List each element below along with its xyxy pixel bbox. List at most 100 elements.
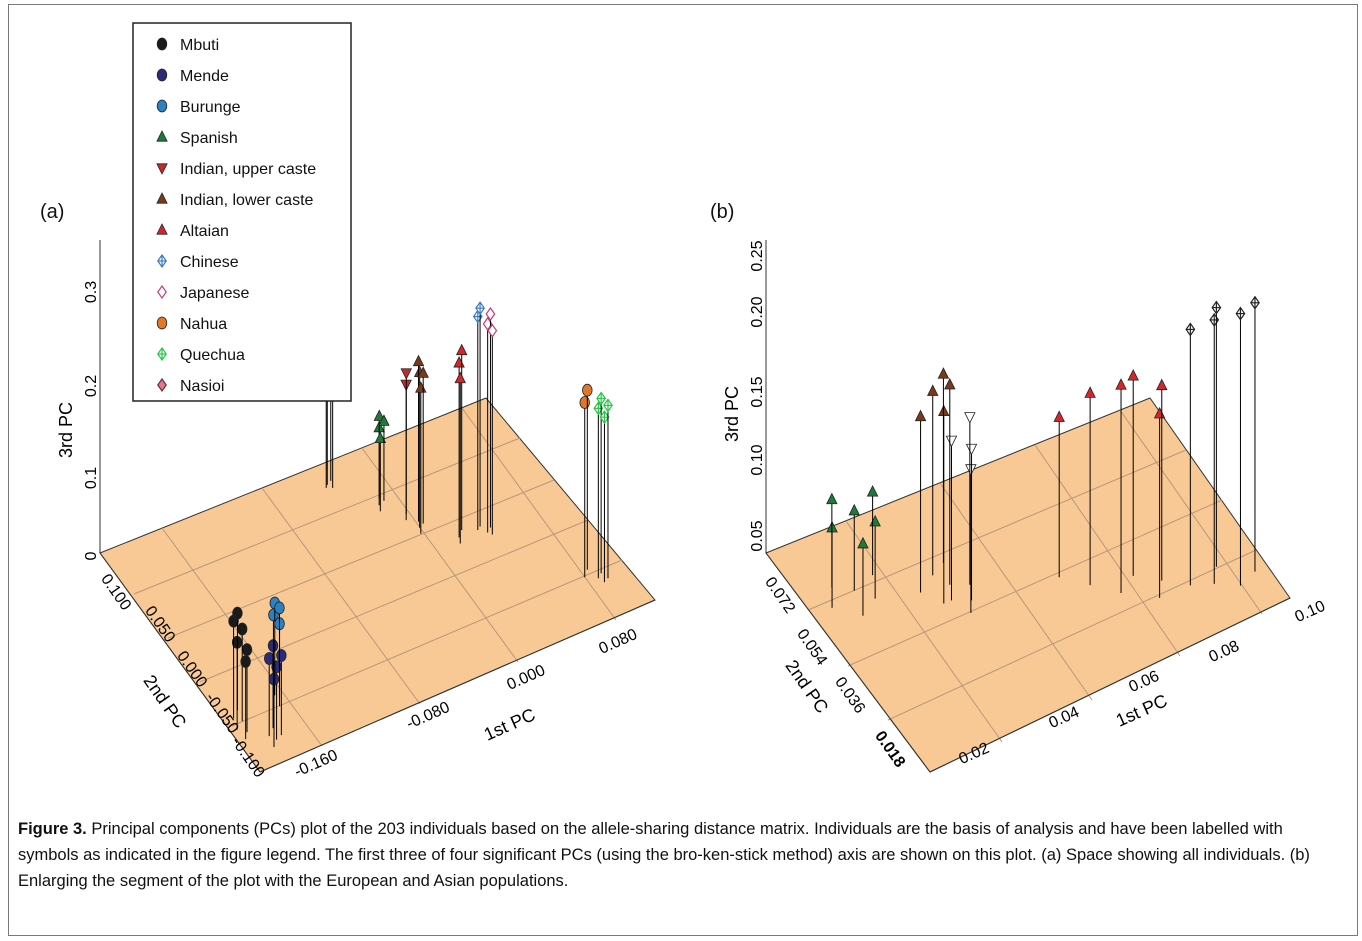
- point-1-1-2: [965, 443, 978, 456]
- legend-label-burunge: Burunge: [180, 99, 241, 116]
- panel-b-xlabel: 1st PC: [1113, 690, 1170, 730]
- legend-label-altaian: Altaian: [180, 223, 229, 240]
- legend-label-mende: Mende: [180, 68, 229, 85]
- point-0-3-3: [378, 414, 390, 426]
- panel-a-xtick-3: 0.080: [596, 626, 640, 658]
- point-1-3-5: [1053, 410, 1065, 422]
- panel-b-label: (b): [710, 201, 734, 223]
- panel-a-label: (a): [40, 201, 64, 223]
- panel-b-ztick-2: 0.15: [749, 376, 766, 407]
- panel-b-x-axis: [929, 597, 1291, 773]
- point-0-8-2: [487, 323, 498, 338]
- point-1-2-3: [944, 377, 956, 390]
- panel-b-ylabel: 2nd PC: [782, 656, 833, 717]
- point-1-3-4: [1156, 378, 1168, 391]
- point-1-2-4: [937, 367, 950, 379]
- panel-a-xlabel: 1st PC: [481, 704, 538, 744]
- point-1-2-2: [926, 384, 939, 396]
- legend-label-indian-upper-caste: Indian, upper caste: [180, 161, 316, 178]
- point-0-9-0: [579, 396, 590, 409]
- point-1-1-1: [965, 464, 977, 476]
- point-0-4-1: [400, 368, 413, 380]
- point-1-4-4: [1250, 295, 1260, 310]
- panel-b-ztick-3: 0.20: [749, 296, 766, 327]
- panel-a-ztick-1: 0.1: [83, 467, 100, 489]
- point-1-0-2: [857, 536, 869, 549]
- legend-marker-nasioi: [157, 377, 167, 393]
- legend-label-spanish: Spanish: [180, 130, 238, 147]
- point-0-7-1: [475, 301, 486, 316]
- panel-b: (b) 0.05 0.10 0.15 0.20 0.25 3rd PC 0.07…: [710, 201, 1328, 773]
- legend-box: [132, 22, 352, 402]
- figure-caption: Figure 3. Principal components (PCs) plo…: [18, 816, 1338, 894]
- legend-marker-indian-upper-caste: [156, 163, 168, 175]
- legend-marker-japanese: [157, 284, 167, 300]
- point-0-8-1: [485, 306, 496, 322]
- point-1-3-1: [1115, 378, 1127, 390]
- legend-marker-mbuti: [156, 37, 168, 51]
- panel-b-xtick-4: 0.10: [1292, 598, 1327, 626]
- point-0-6-2: [454, 371, 467, 384]
- point-0-5-1: [412, 354, 425, 367]
- legend-marker-indian-lower-caste: [156, 192, 168, 204]
- point-0-10-2: [599, 410, 610, 425]
- point-1-4-0: [1185, 322, 1196, 337]
- point-1-0-1: [826, 492, 838, 505]
- legend-marker-mende: [156, 68, 168, 82]
- point-0-5-2: [415, 381, 427, 393]
- panel-a-y-axis: [99, 552, 261, 773]
- point-0-1-0: [264, 652, 275, 665]
- point-0-1-4: [276, 649, 287, 662]
- point-0-0-2: [241, 643, 253, 657]
- panel-a-grid: [133, 407, 623, 747]
- point-1-4-2: [1235, 306, 1246, 321]
- panel-a-ztick-3: 0.3: [83, 281, 100, 303]
- point-0-9-1: [582, 383, 593, 397]
- legend-label-quechua: Quechua: [180, 347, 245, 364]
- panel-b-xtick-3: 0.08: [1206, 638, 1241, 666]
- panel-a: (a) 0 0.1 0.2 0.3 3rd PC 0.100 0.050 0.0…: [40, 22, 656, 781]
- point-1-1-3: [964, 412, 976, 424]
- panel-a-zlabel: 3rd PC: [56, 402, 76, 458]
- point-0-10-1: [596, 391, 607, 406]
- point-1-0-3: [848, 503, 860, 516]
- panel-b-marks: [826, 295, 1260, 616]
- legend-label-mbuti: Mbuti: [180, 37, 219, 54]
- legend-marker-nahua: [156, 316, 168, 330]
- panel-b-ztick-0: 0.05: [749, 520, 766, 551]
- legend-marker-chinese: [157, 253, 167, 269]
- point-1-2-0: [914, 409, 927, 422]
- figure-frame: [8, 4, 1358, 936]
- legend-marker-burunge: [156, 99, 168, 113]
- legend-label-nahua: Nahua: [180, 316, 227, 333]
- panel-a-ylabel: 2nd PC: [140, 671, 191, 732]
- panel-a-x-axis: [259, 599, 656, 773]
- point-0-5-3: [417, 366, 429, 378]
- legend-label-nasioi: Nasioi: [180, 378, 224, 395]
- legend-label-indian-lower-caste: Indian, lower caste: [180, 192, 314, 209]
- figure-plots: (a) 0 0.1 0.2 0.3 3rd PC 0.100 0.050 0.0…: [40, 22, 1328, 781]
- legend-marker-altaian: [156, 223, 168, 235]
- point-0-0-4: [240, 655, 251, 668]
- legend-label-chinese: Chinese: [180, 254, 239, 271]
- point-1-3-0: [1084, 386, 1096, 398]
- point-1-4-3: [1211, 300, 1222, 315]
- point-0-6-1: [455, 343, 468, 356]
- point-1-3-2: [1127, 369, 1139, 381]
- point-0-2-3: [274, 601, 285, 615]
- panel-a-ztick-0: 0: [83, 551, 100, 560]
- legend-marker-quechua: [157, 346, 167, 362]
- legend: Mbuti Mende Burunge Spanish Indian, upper ca…: [132, 22, 352, 402]
- panel-a-ztick-2: 0.2: [83, 375, 100, 397]
- panel-a-xtick-2: 0.000: [504, 662, 548, 694]
- point-0-0-3: [237, 622, 248, 636]
- panel-b-y-axis: [765, 552, 931, 773]
- point-1-4-1: [1209, 312, 1220, 327]
- point-0-0-5: [232, 606, 243, 620]
- legend-marker-spanish: [156, 130, 168, 142]
- point-0-3-2: [374, 431, 387, 444]
- panel-b-ztick-1: 0.10: [749, 444, 766, 475]
- point-1-0-5: [866, 485, 879, 497]
- point-0-1-3: [268, 672, 280, 686]
- point-1-1-0: [945, 435, 958, 448]
